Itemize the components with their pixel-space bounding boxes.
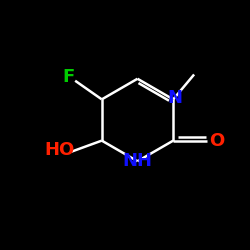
Text: NH: NH [122,152,152,170]
Text: O: O [209,132,224,150]
Text: HO: HO [44,142,74,160]
Text: N: N [167,89,182,107]
Text: F: F [62,68,74,86]
